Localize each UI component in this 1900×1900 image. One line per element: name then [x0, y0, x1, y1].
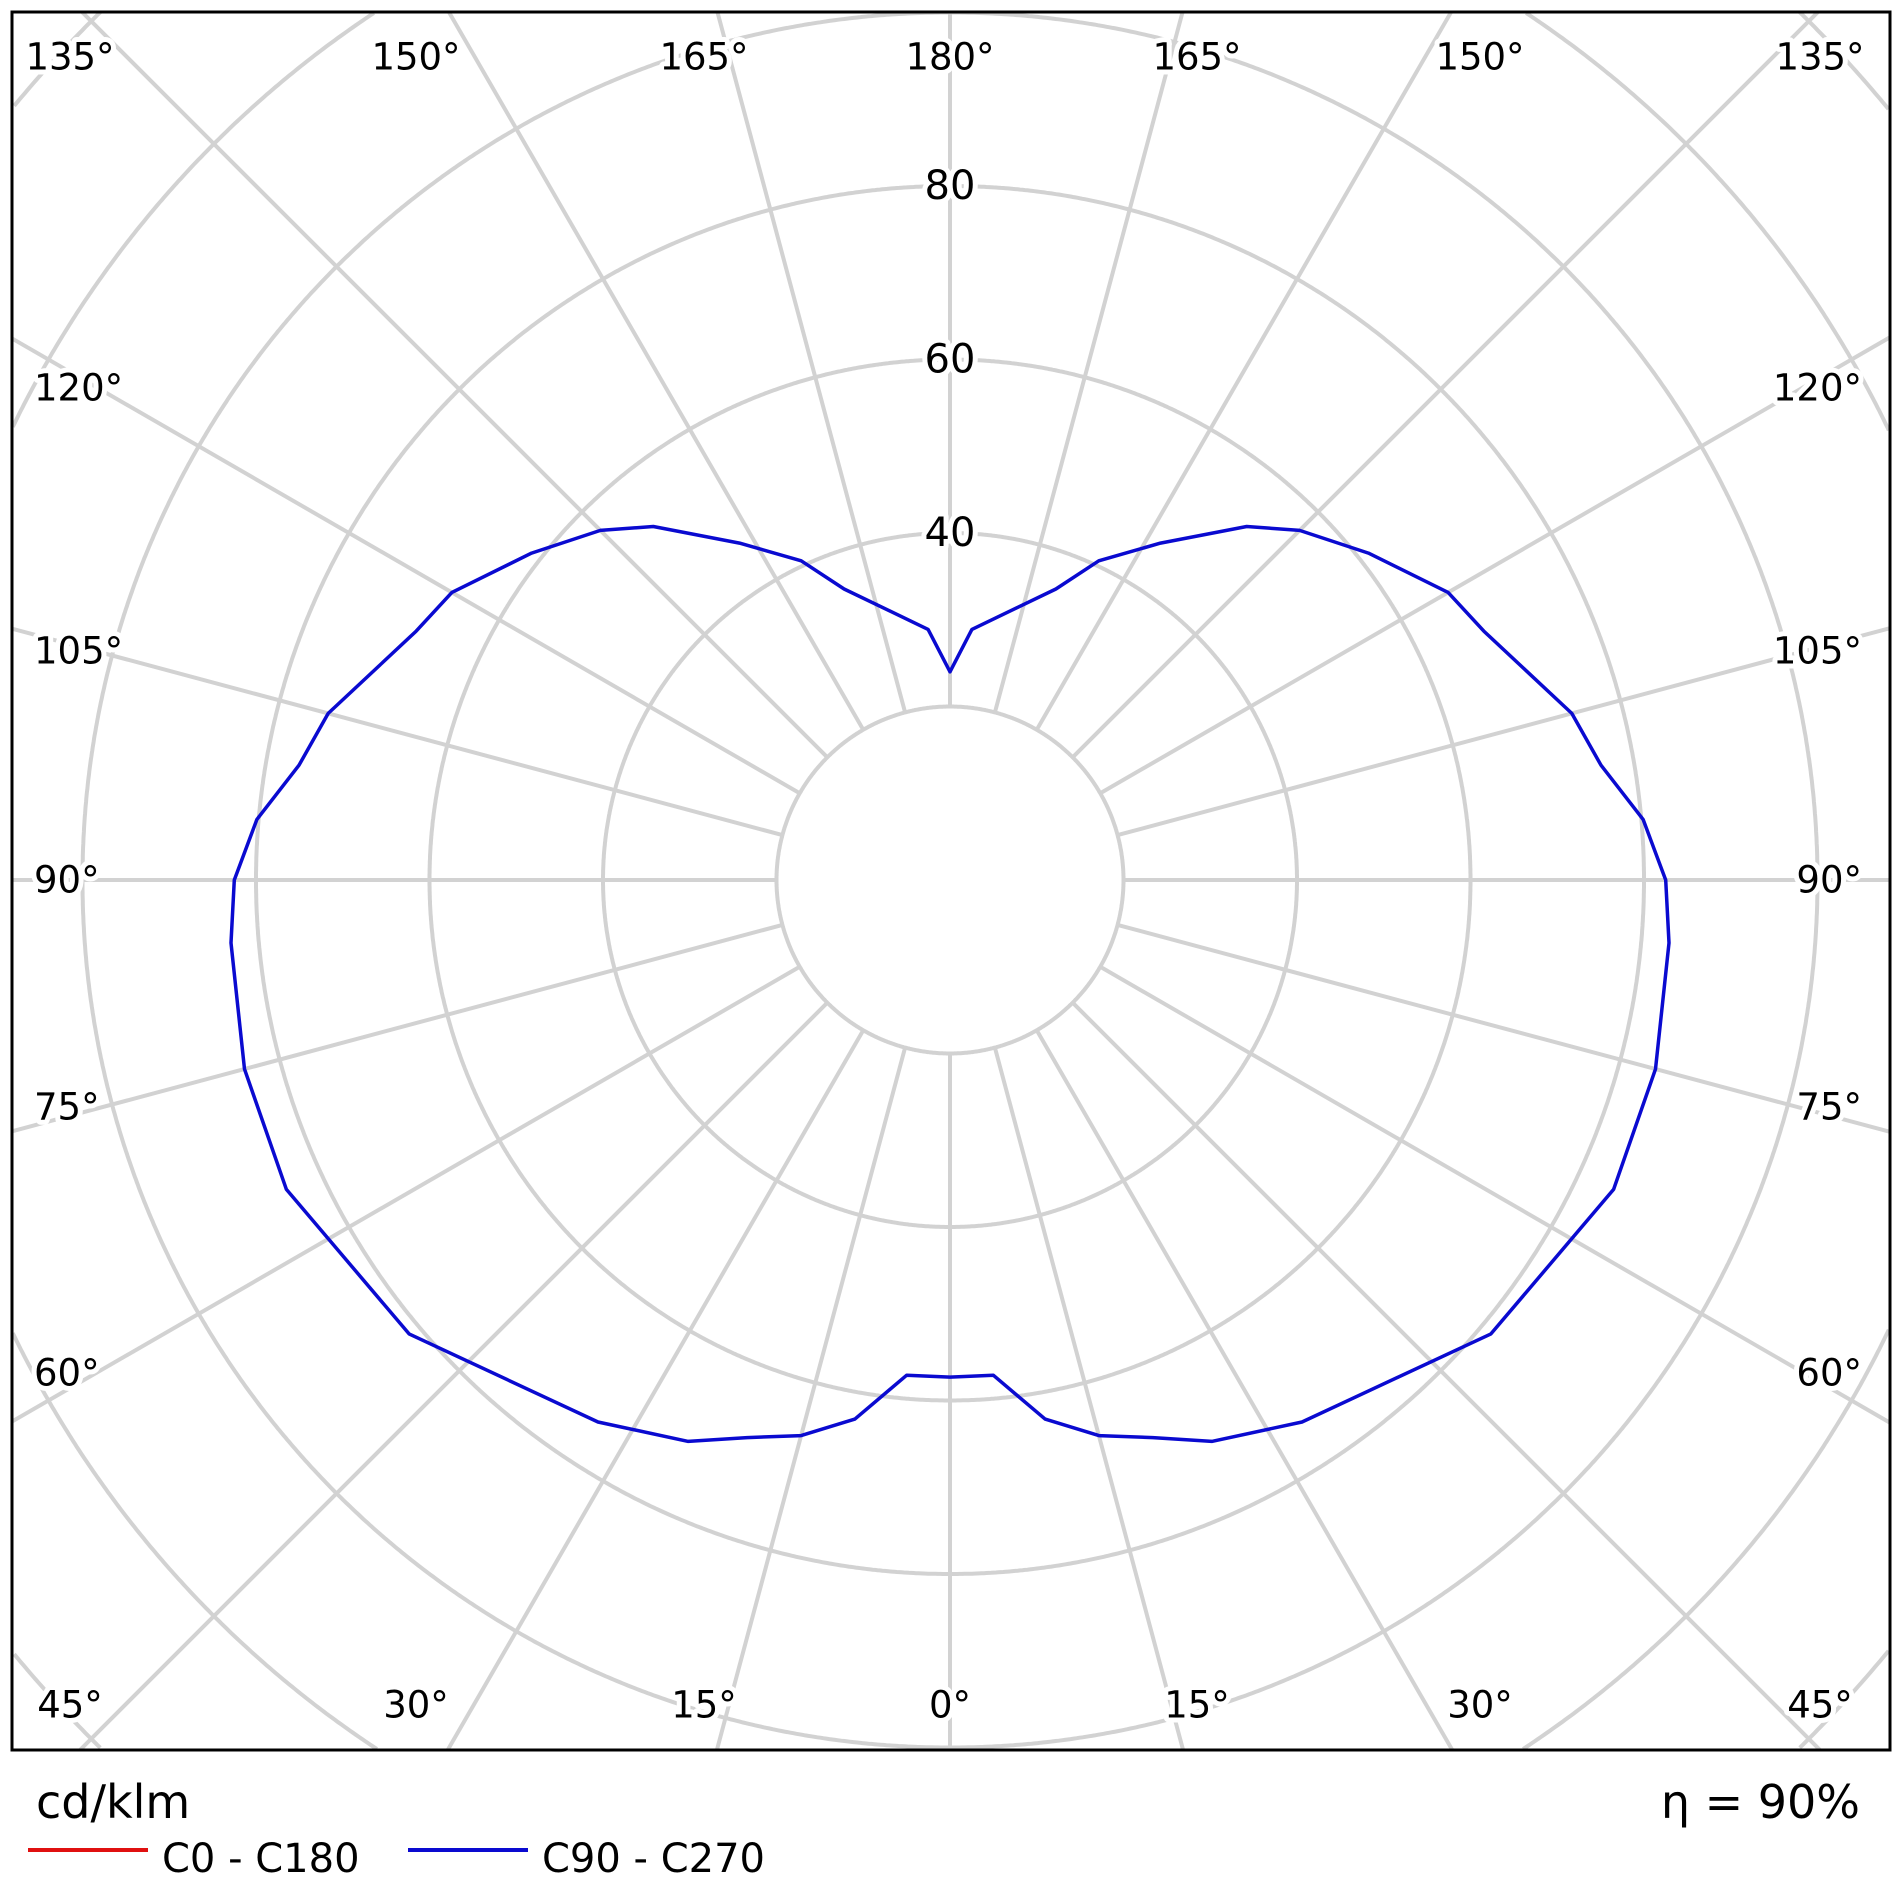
angle-label: 150° [371, 36, 460, 79]
angle-label: 135° [1775, 36, 1864, 79]
angle-label: 165° [1152, 36, 1241, 79]
grid-spoke [1099, 965, 1890, 1425]
grid-ring-120 [12, 12, 376, 428]
plot-frame [10, 10, 1892, 1752]
efficiency-label: η = 90% [1661, 1775, 1860, 1829]
grid-ring-20 [774, 704, 1126, 1056]
legend-label-c0-c180: C0 - C180 [162, 1836, 360, 1882]
angle-label: 135° [25, 36, 114, 79]
angle-label: 105° [1773, 630, 1862, 673]
grid-ring-140 [1798, 12, 1890, 111]
angle-label: 120° [34, 367, 123, 410]
grid-spoke [12, 336, 801, 795]
radial-label-80: 80 [925, 163, 976, 209]
curves [229, 524, 1671, 1444]
grid-spoke [992, 1047, 1186, 1750]
angle-label: 45° [37, 1684, 103, 1727]
angle-label: 120° [1773, 367, 1862, 410]
angle-label: 75° [1796, 1086, 1862, 1129]
grid-spoke [714, 1047, 908, 1750]
angle-label: 60° [1796, 1352, 1862, 1395]
grid-spoke [1099, 335, 1890, 795]
radial-label-40: 40 [925, 510, 976, 556]
grid-spoke [80, 12, 829, 759]
grid-ring-140 [12, 12, 102, 108]
grid-spoke [1117, 922, 1890, 1134]
angle-label: 30° [383, 1684, 449, 1727]
grid-ring-140 [12, 1652, 102, 1750]
grid-ring-120 [12, 1332, 379, 1750]
grid-spoke [715, 12, 908, 713]
grid-spoke [445, 1029, 865, 1750]
grid-spoke [992, 12, 1185, 713]
legend: C0 - C180 C90 - C270 [28, 1836, 765, 1882]
legend-label-c90-c270: C90 - C270 [542, 1836, 765, 1882]
polar-grid [12, 12, 1890, 1750]
angle-label: 150° [1435, 36, 1524, 79]
angle-label: 45° [1787, 1684, 1853, 1727]
angle-label: 15° [1164, 1684, 1230, 1727]
angle-label: 15° [671, 1684, 737, 1727]
angle-label: 165° [659, 36, 748, 79]
radial-labels: 40 60 80 [920, 158, 981, 561]
grid-spoke [78, 1001, 829, 1750]
radial-label-60: 60 [925, 337, 976, 383]
angle-label: 0° [929, 1684, 971, 1727]
angle-label: 105° [34, 630, 123, 673]
grid-spoke [447, 12, 865, 731]
grid-ring-120 [1521, 1328, 1890, 1750]
grid-ring-120 [1524, 12, 1890, 432]
grid-spoke [12, 922, 783, 1134]
grid-spoke [12, 626, 783, 838]
angle-label: 30° [1447, 1684, 1513, 1727]
grid-spoke [12, 965, 801, 1424]
grid-spoke [1071, 12, 1820, 759]
grid-ring-140 [1798, 1649, 1890, 1750]
angle-label: 60° [34, 1352, 100, 1395]
angle-label: 90° [1796, 859, 1862, 902]
unit-label: cd/klm [36, 1775, 190, 1829]
angle-label: 180° [905, 36, 994, 79]
grid-spoke [1035, 1029, 1455, 1750]
grid-spoke [1117, 626, 1890, 838]
angle-label: 75° [34, 1086, 100, 1129]
angle-label: 90° [34, 859, 100, 902]
angle-labels: 135° 150° 165° 180° 165° 150° 135° 45° 30° 15° 0° 1… [20, 31, 1869, 1732]
series-curve-1 [229, 524, 1671, 1444]
grid-spoke [1071, 1001, 1822, 1750]
grid-spoke [1035, 12, 1453, 731]
